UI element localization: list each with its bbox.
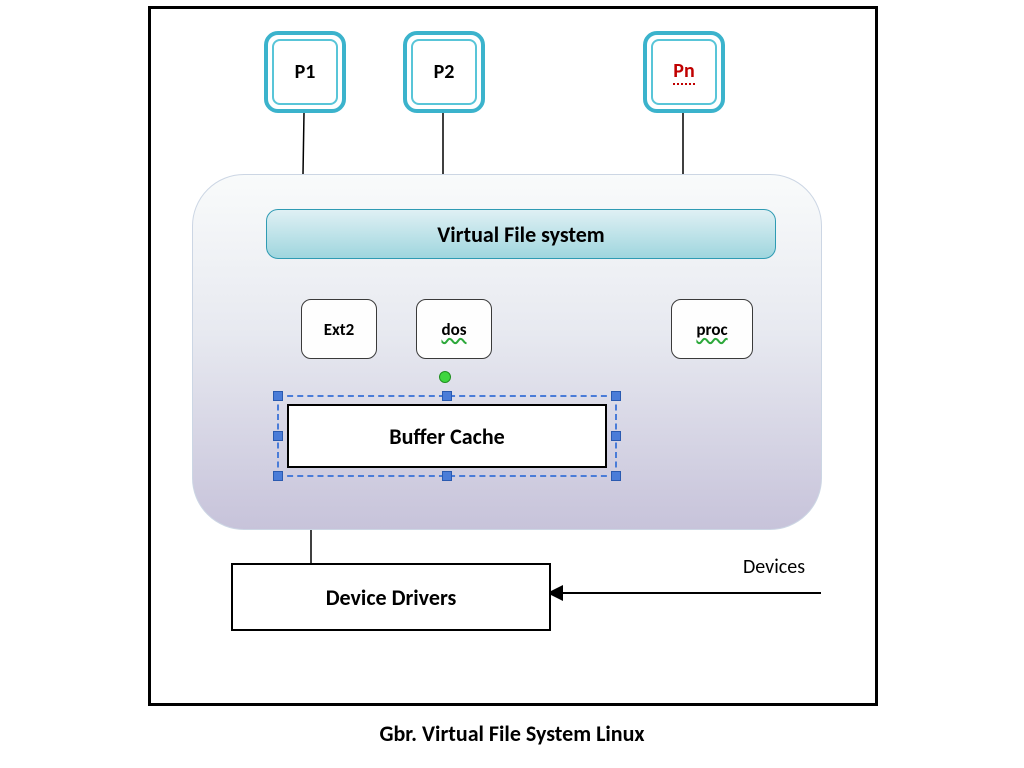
fs-ext2-label: Ext2: [324, 319, 355, 340]
process-p1-label: P1: [295, 60, 316, 84]
process-p1: P1: [268, 35, 342, 109]
fs-dos: dos: [416, 299, 492, 359]
fs-proc: proc: [671, 299, 753, 359]
fs-dos-label: dos: [441, 319, 466, 340]
figure-caption: Gbr. Virtual File System Linux: [0, 720, 1024, 747]
buffer-cache-label: Buffer Cache: [389, 423, 504, 450]
process-p2: P2: [407, 35, 481, 109]
fs-ext2: Ext2: [301, 299, 377, 359]
process-pn: Pn: [647, 35, 721, 109]
device-drivers-box: Device Drivers: [231, 563, 551, 631]
selection-rotation-handle[interactable]: [439, 371, 451, 383]
vfs-label: Virtual File system: [437, 221, 604, 248]
diagram-frame: P1 P2 Pn Virtual File system Ext2 dos pr…: [148, 6, 878, 706]
vfs-box: Virtual File system: [266, 209, 776, 259]
process-p2-label: P2: [434, 60, 455, 84]
fs-proc-label: proc: [696, 319, 727, 340]
process-pn-label: Pn: [673, 59, 694, 85]
device-drivers-label: Device Drivers: [326, 584, 457, 611]
buffer-cache-box[interactable]: Buffer Cache: [287, 404, 607, 468]
devices-label: Devices: [743, 555, 805, 579]
